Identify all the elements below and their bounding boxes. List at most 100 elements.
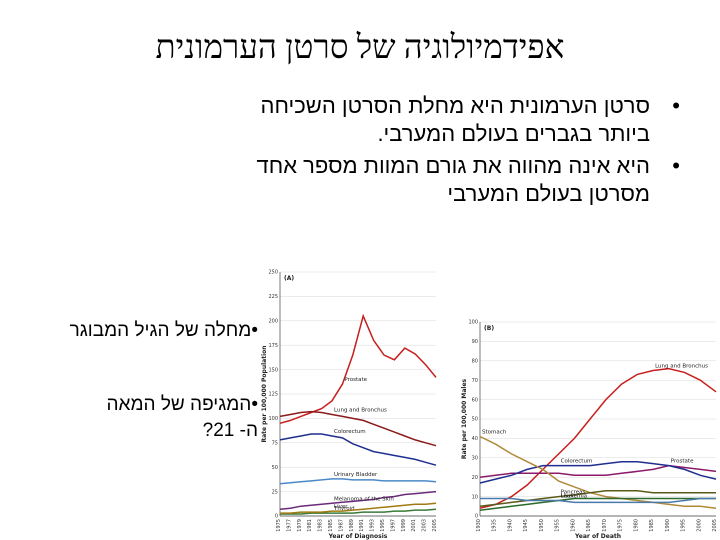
series-label: Lung and Bronchus: [334, 407, 387, 413]
x-tick-label: 1935: [492, 519, 498, 532]
series-line: [479, 435, 717, 509]
side-bullet-line: המגיפה של המאה: [106, 394, 252, 415]
y-tick-label: 100: [268, 416, 278, 422]
x-tick-label: 2005: [432, 519, 438, 532]
x-tick-label: 1970: [602, 519, 608, 532]
x-tick-label: 1989: [349, 519, 355, 532]
series-line: [479, 497, 716, 511]
y-tick-label: 90: [472, 339, 478, 345]
series-label: Liver: [561, 493, 575, 499]
x-tick-label: 1979: [297, 519, 303, 532]
series-line: [279, 410, 437, 447]
side-bullet-item: •מחלה של הגיל המבוגר: [0, 318, 258, 344]
y-tick-label: 50: [272, 465, 278, 471]
y-tick-label: 125: [268, 392, 278, 398]
slide-title: אפידמיולוגיה של סרטן הערמונית: [155, 30, 565, 66]
series-label: Colorectum: [334, 429, 366, 435]
x-tick-label: 1955: [555, 519, 561, 532]
epidemiology-figure: 0 25 50 75 100 125 150 175 200 225 250 1975 1977 1979…: [258, 264, 720, 540]
y-tick-label: 50: [472, 417, 478, 423]
x-tick-label: 1993: [370, 519, 376, 532]
series-line: [279, 490, 437, 510]
series-label: Melanoma of the Skin: [334, 496, 394, 502]
series-line: [280, 508, 437, 515]
bullet-dot-icon: •: [672, 93, 680, 118]
bullet-dot-icon: •: [251, 320, 258, 341]
series-label: Prostate: [671, 459, 694, 465]
series-label: Colorectum: [561, 459, 593, 465]
series-label: Thyroid: [333, 506, 355, 512]
series-line: [279, 433, 437, 466]
y-axis-title: Rate per 100,000 Population: [261, 345, 268, 442]
side-bullet-line: ה- 21?: [202, 420, 258, 441]
panel-label: (A): [284, 275, 294, 282]
x-tick-label: 1975: [276, 519, 282, 532]
x-axis-title: Year of Death: [574, 533, 621, 540]
x-tick-label: 1990: [665, 519, 671, 532]
x-tick-label: 1987: [338, 519, 344, 532]
side-bullet-item: •המגיפה של המאה ה- 21?: [0, 392, 258, 444]
x-tick-label: 1999: [401, 519, 407, 532]
y-tick-label: 150: [268, 367, 278, 373]
side-bullet-line: מחלה של הגיל המבוגר: [69, 320, 252, 341]
bullet-line: ביותר בגברים בעולם המערבי.: [377, 121, 650, 146]
series-line: [279, 478, 437, 485]
x-tick-label: 1950: [539, 519, 545, 532]
series-line: [480, 497, 716, 504]
bullet-line: סרטן הערמונית היא מחלת הסרטן השכיחה: [260, 93, 650, 118]
y-tick-label: 60: [472, 397, 478, 403]
series-line: [479, 464, 717, 478]
y-tick-label: 30: [472, 456, 478, 462]
x-tick-label: 2003: [422, 519, 428, 532]
y-tick-label: 20: [472, 475, 478, 481]
series-label: Prostate: [344, 377, 367, 383]
x-tick-label: 1985: [328, 519, 334, 532]
y-tick-label: 10: [472, 494, 478, 500]
x-tick-label: 1991: [359, 519, 365, 532]
y-tick-label: 250: [268, 270, 278, 276]
y-tick-label: 175: [268, 343, 278, 349]
y-tick-label: 25: [272, 489, 278, 495]
series-line: [279, 313, 437, 425]
y-tick-label: 0: [475, 514, 478, 520]
series-line: [479, 490, 716, 508]
x-tick-label: 1960: [570, 519, 576, 532]
x-tick-label: 1997: [390, 519, 396, 532]
series-label: Lung and Bronchus: [655, 364, 708, 370]
bullet-dot-icon: •: [672, 153, 680, 178]
x-tick-label: 1975: [618, 519, 624, 532]
bullet-dot-icon: •: [251, 394, 258, 415]
y-tick-label: 225: [268, 294, 278, 300]
bullet-item: • סרטן הערמונית היא מחלת הסרטן השכיחה בי…: [60, 92, 680, 148]
y-axis-title: Rate per 100,000 Males: [461, 378, 468, 459]
main-bullet-list: • סרטן הערמונית היא מחלת הסרטן השכיחה בי…: [60, 92, 680, 212]
y-tick-label: 75: [272, 441, 278, 447]
x-tick-label: 1983: [318, 519, 324, 532]
bullet-line: מסרטן בעולם המערבי: [447, 181, 650, 206]
series-label: Stomach: [482, 429, 507, 435]
series-label: Urinary Bladder: [334, 472, 378, 478]
x-tick-label: 1985: [649, 519, 655, 532]
series-label: Leukemia: [561, 493, 587, 499]
y-tick-label: 80: [472, 359, 478, 365]
series-label: Liver: [334, 504, 348, 510]
series-line: [280, 502, 437, 514]
x-tick-label: 1995: [681, 519, 687, 532]
y-tick-label: 70: [472, 378, 478, 384]
x-axis-title: Year of Diagnosis: [328, 533, 388, 540]
panel-label: (B): [484, 325, 494, 332]
x-tick-label: 1940: [507, 519, 513, 532]
x-tick-label: 2005: [712, 519, 718, 532]
x-tick-label: 1930: [476, 519, 482, 532]
series-line: [479, 460, 717, 484]
y-tick-label: 100: [468, 320, 478, 326]
series-label: Pancreas: [561, 490, 586, 496]
x-tick-label: 1981: [307, 519, 313, 532]
x-tick-label: 2000: [696, 519, 702, 532]
x-tick-label: 1965: [586, 519, 592, 532]
y-tick-label: 0: [275, 514, 278, 520]
x-tick-label: 1995: [380, 519, 386, 532]
series-line: [479, 367, 717, 509]
x-tick-label: 1945: [523, 519, 529, 532]
